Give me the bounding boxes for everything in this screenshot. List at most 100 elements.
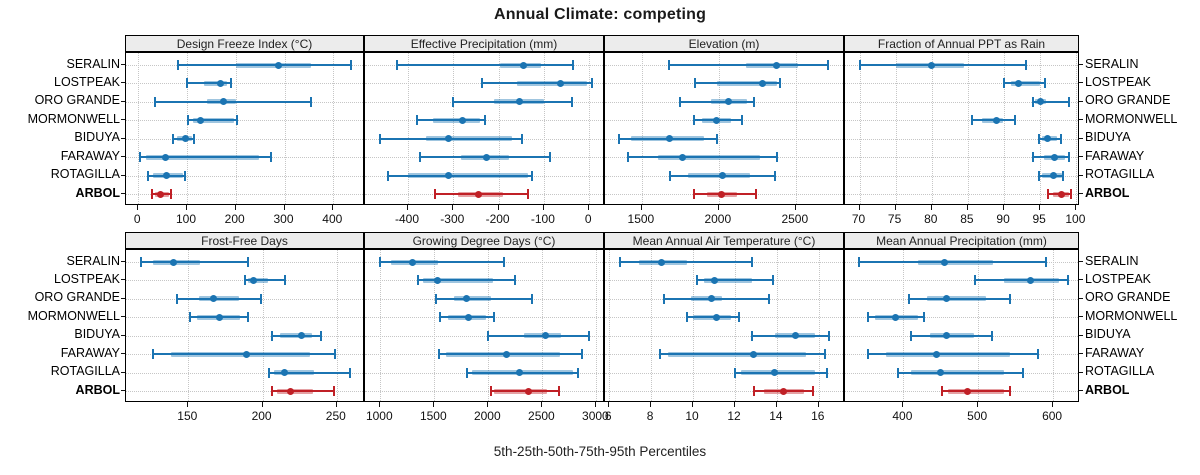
site-label-left: ARBOL — [75, 382, 120, 397]
whisker-cap-right — [184, 170, 186, 181]
median-dot — [963, 387, 971, 395]
x-tick-mark — [640, 205, 642, 210]
whisker-cap-left — [489, 386, 492, 396]
grid-line-vertical — [235, 53, 237, 204]
grid-line-vertical — [589, 53, 591, 204]
grid-line-horizontal — [126, 175, 363, 177]
median-dot — [287, 387, 295, 395]
row-tick-left — [121, 353, 125, 355]
whisker-line — [481, 82, 592, 85]
whisker-cap-left — [438, 349, 441, 360]
whisker-line — [663, 297, 769, 300]
row-tick-left — [121, 82, 125, 84]
x-tick-label: 3000 — [582, 409, 609, 423]
panel-strip: Growing Degree Days (°C) — [364, 232, 604, 249]
grid-line-horizontal — [126, 138, 363, 140]
whisker-cap-left — [465, 367, 468, 378]
whisker-cap-left — [396, 60, 399, 70]
whisker-cap-left — [188, 312, 191, 323]
whisker-cap-right — [1059, 133, 1062, 144]
whisker-cap-left — [627, 152, 630, 163]
median-dot — [1015, 79, 1022, 87]
x-tick-mark — [588, 205, 590, 210]
plot-area — [364, 249, 604, 402]
x-tick-mark — [332, 205, 334, 210]
whisker-cap-left — [1003, 78, 1006, 89]
median-dot — [666, 135, 674, 143]
grid-line-horizontal — [126, 391, 363, 392]
row-tick-right — [1079, 193, 1083, 194]
whisker-cap-right — [530, 170, 533, 181]
x-tick-label: 150 — [177, 409, 198, 423]
x-tick-label: 2500 — [528, 409, 555, 423]
x-tick-mark — [487, 402, 489, 407]
x-tick-label: 250 — [325, 409, 346, 423]
whisker-cap-left — [658, 349, 661, 360]
x-tick-mark — [137, 205, 139, 210]
site-label-right: ORO GRANDE — [1085, 93, 1171, 108]
median-dot — [170, 258, 177, 266]
whisker-line — [155, 100, 312, 103]
whisker-cap-left — [175, 293, 178, 304]
median-dot — [182, 135, 189, 143]
whisker-line — [735, 371, 828, 374]
whisker-cap-right — [530, 293, 533, 304]
site-label-right: FARAWAY — [1085, 148, 1145, 163]
x-tick-label: 200 — [251, 409, 272, 423]
grid-line-vertical — [641, 53, 643, 204]
whisker-cap-left — [187, 115, 190, 126]
whisker-cap-right — [332, 386, 335, 396]
x-tick-label: 2000 — [704, 212, 732, 226]
grid-line-horizontal — [605, 138, 843, 140]
x-tick-label: 12 — [727, 409, 741, 423]
median-dot — [658, 258, 666, 266]
whisker-cap-right — [828, 330, 831, 341]
whisker-cap-right — [1037, 349, 1040, 360]
whisker-line — [974, 279, 1069, 282]
whisker-cap-left — [970, 115, 973, 126]
row-tick-left — [121, 334, 125, 336]
grid-line-vertical — [859, 53, 861, 204]
x-tick-label: 400 — [892, 409, 913, 423]
whisker-cap-left — [452, 96, 455, 107]
whisker-cap-left — [752, 386, 755, 396]
whisker-line — [941, 390, 1011, 392]
whisker-line — [268, 371, 351, 374]
median-dot — [516, 369, 524, 377]
x-tick-mark — [902, 402, 904, 407]
whisker-cap-right — [349, 367, 352, 378]
whisker-cap-right — [1022, 367, 1025, 378]
whisker-cap-right — [521, 133, 524, 144]
whisker-cap-left — [973, 275, 976, 286]
x-tick-label: 600 — [1042, 409, 1063, 423]
whisker-cap-right — [526, 189, 529, 199]
whisker-cap-right — [580, 349, 583, 360]
grid-line-vertical — [735, 250, 736, 401]
whisker-cap-left — [386, 170, 389, 181]
whisker-cap-left — [418, 152, 421, 163]
median-dot — [712, 313, 720, 321]
grid-line-vertical — [967, 53, 969, 204]
row-tick-right — [1079, 279, 1083, 281]
median-dot — [713, 116, 720, 124]
x-tick-label: 1500 — [627, 212, 655, 226]
grid-line-vertical — [795, 53, 797, 204]
row-tick-left — [121, 316, 125, 318]
median-dot — [459, 116, 467, 124]
whisker-cap-left — [1032, 152, 1034, 163]
whisker-cap-right — [283, 275, 286, 286]
grid-line-vertical — [903, 250, 905, 401]
x-tick-mark — [894, 205, 896, 210]
x-tick-label: 1500 — [419, 409, 447, 423]
x-tick-label: 70 — [851, 212, 866, 226]
grid-line-vertical — [596, 250, 598, 401]
median-dot — [408, 258, 416, 266]
x-tick-label: 2500 — [781, 212, 809, 226]
whisker-cap-left — [668, 60, 671, 70]
site-label-right: MORMONWELL — [1085, 308, 1178, 323]
strip-title: Fraction of Annual PPT as Rain — [877, 36, 1046, 51]
median-dot — [503, 350, 511, 358]
median-dot — [525, 387, 533, 395]
median-dot — [1036, 98, 1044, 106]
x-tick-mark — [966, 205, 968, 210]
